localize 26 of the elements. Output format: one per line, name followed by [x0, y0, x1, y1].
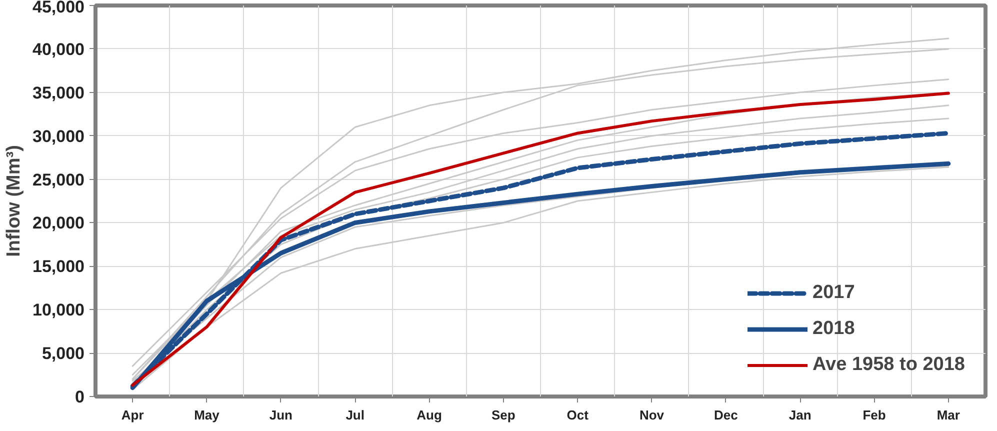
x-tick-label: Apr: [121, 408, 144, 422]
y-tick-label: 5,000: [42, 344, 85, 364]
y-axis-title: Inflow (Mm³): [4, 145, 25, 257]
x-tick-label: Oct: [566, 408, 590, 422]
y-tick-label: 40,000: [32, 40, 85, 59]
legend-label: 2018: [812, 318, 855, 340]
x-tick-label: Feb: [862, 408, 886, 422]
y-tick-label: 25,000: [32, 170, 85, 190]
x-tick-label: Jun: [269, 408, 293, 422]
x-tick-label: Mar: [936, 408, 960, 422]
y-tick-label: 45,000: [32, 0, 85, 16]
y-tick-label: 0: [75, 388, 85, 406]
x-tick-label: Jan: [788, 408, 812, 422]
y-tick-label: 10,000: [32, 300, 85, 320]
legend-label: 2017: [812, 282, 855, 304]
y-tick-label: 15,000: [32, 257, 85, 276]
y-tick-label: 30,000: [32, 126, 85, 146]
x-tick-label: Dec: [714, 408, 738, 422]
x-tick-label: Nov: [639, 408, 665, 422]
legend-label: Ave 1958 to 2018: [812, 354, 965, 376]
y-tick-label: 20,000: [32, 214, 85, 233]
x-tick-label: Jul: [346, 408, 364, 422]
x-tick-label: Sep: [491, 408, 516, 422]
x-tick-label: Aug: [416, 408, 442, 422]
y-tick-label: 35,000: [32, 83, 85, 102]
x-tick-label: May: [194, 408, 220, 422]
